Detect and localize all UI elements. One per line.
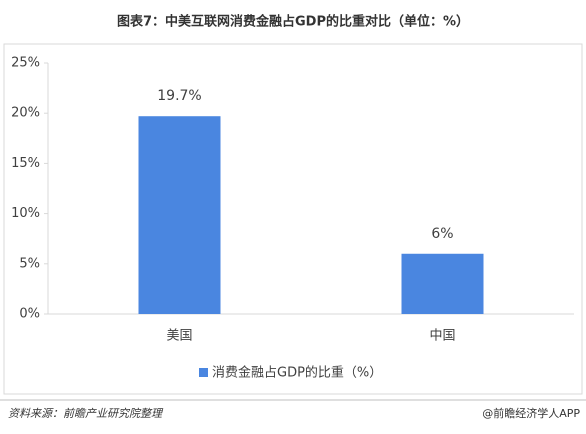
y-tick-label: 15%: [11, 156, 40, 171]
y-tick-label: 10%: [11, 206, 40, 221]
credit: @前瞻经济学人APP: [482, 406, 580, 420]
y-tick-label: 5%: [19, 256, 40, 271]
legend-label: 消费金融占GDP的比重（%）: [212, 365, 382, 381]
x-tick-label: 中国: [429, 329, 455, 344]
y-tick-label: 0%: [19, 307, 40, 322]
bar: [401, 253, 484, 314]
data-label: 6%: [431, 226, 453, 242]
bar: [138, 116, 221, 314]
x-tick-label: 美国: [166, 329, 192, 344]
data-label: 19.7%: [157, 88, 201, 104]
chart-title: 图表7：中美互联网消费金融占GDP的比重对比（单位：%）: [117, 14, 469, 30]
y-tick-label: 20%: [11, 106, 40, 121]
y-tick-label: 25%: [11, 56, 40, 71]
source: 资料来源：前瞻产业研究院整理: [8, 407, 164, 420]
legend-swatch: [199, 368, 208, 377]
chart-frame: [3, 43, 583, 395]
